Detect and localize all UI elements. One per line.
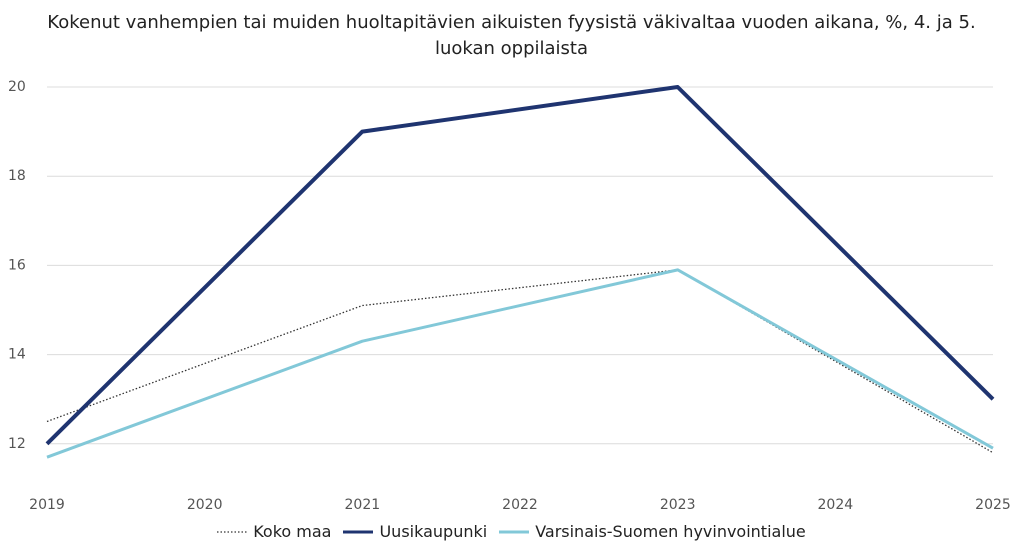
legend-label: Uusikaupunki bbox=[379, 522, 488, 541]
legend-swatch bbox=[499, 530, 530, 533]
chart: 12 14 16 18 20 2019 2020 2021 2022 2023 2024 2025 bbox=[8, 79, 1011, 513]
x-tick-label: 2023 bbox=[660, 497, 696, 513]
y-tick-label: 12 bbox=[8, 436, 26, 452]
legend-item: Uusikaupunki bbox=[343, 522, 487, 541]
y-tick-label: 20 bbox=[8, 79, 26, 95]
y-tick-label: 14 bbox=[8, 347, 26, 363]
legend-label: Koko maa bbox=[253, 522, 332, 541]
x-tick-label: 2025 bbox=[975, 497, 1011, 513]
legend-swatch bbox=[217, 530, 248, 533]
series-line bbox=[46, 268, 994, 459]
legend-item: Koko maa bbox=[217, 522, 331, 541]
legend: Koko maa Uusikaupunki Varsinais-Suomen hyv… bbox=[0, 522, 1023, 541]
x-tick-label: 2022 bbox=[502, 497, 538, 513]
x-tick-label: 2024 bbox=[818, 497, 854, 513]
x-tick-label: 2020 bbox=[187, 497, 223, 513]
y-tick-label: 18 bbox=[8, 168, 26, 184]
series-line bbox=[45, 85, 995, 446]
series-line bbox=[46, 269, 994, 454]
legend-item: Varsinais-Suomen hyvinvointialue bbox=[499, 522, 806, 541]
legend-label: Varsinais-Suomen hyvinvointialue bbox=[535, 522, 806, 541]
y-tick-label: 16 bbox=[8, 257, 26, 273]
x-tick-label: 2019 bbox=[29, 497, 65, 513]
x-tick-label: 2021 bbox=[345, 497, 381, 513]
chart-title: Kokenut vanhempien tai muiden huoltapitä… bbox=[47, 12, 976, 59]
legend-swatch bbox=[343, 530, 374, 533]
